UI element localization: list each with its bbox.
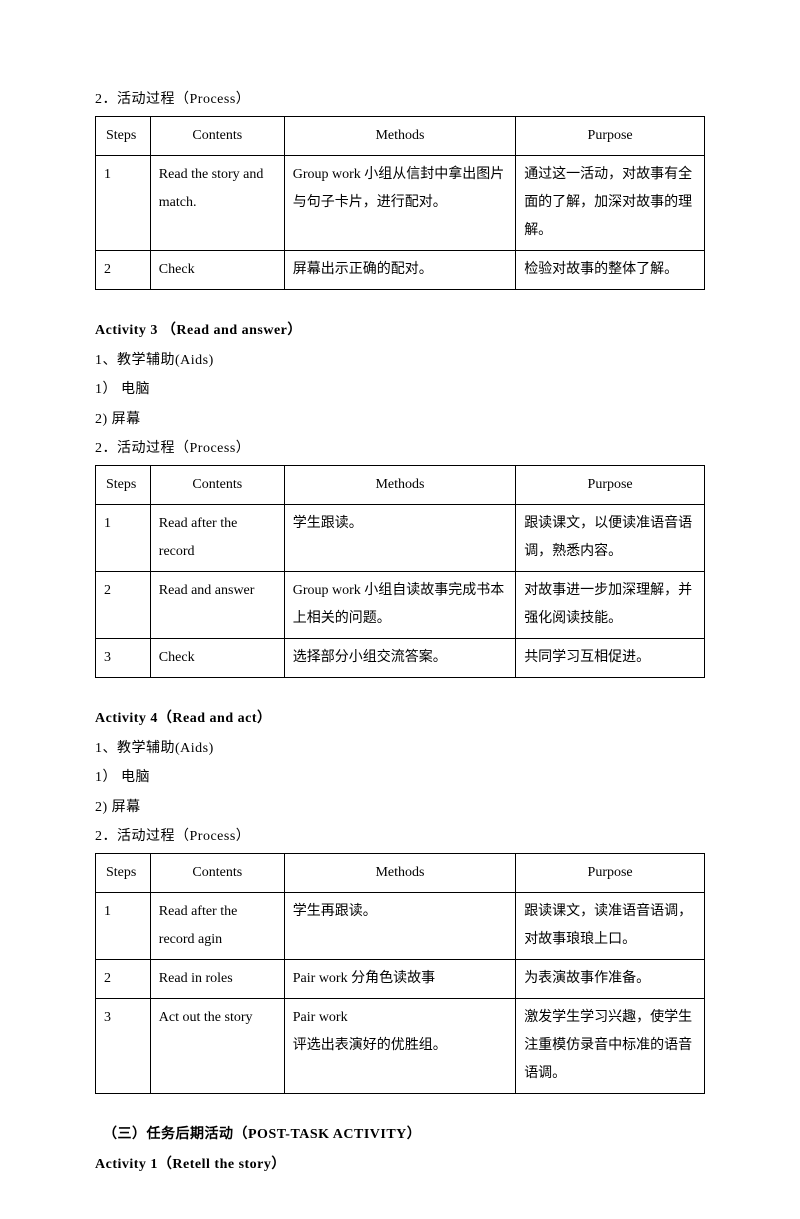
table-1: Steps Contents Methods Purpose 1 Read th… [95, 116, 705, 290]
table-row: 1 Read the story and match. Group work 小… [96, 156, 705, 251]
cell-method: 学生再跟读。 [284, 893, 515, 960]
cell-purpose: 跟读课文，读准语音语调，对故事琅琅上口。 [516, 893, 705, 960]
th-purpose: Purpose [516, 117, 705, 156]
activity4-aid2: 2) 屏幕 [95, 793, 705, 822]
cell-content: Read after the record [150, 505, 284, 572]
cell-purpose: 为表演故事作准备。 [516, 960, 705, 999]
th-methods: Methods [284, 854, 515, 893]
table-row: 2 Check 屏幕出示正确的配对。 检验对故事的整体了解。 [96, 251, 705, 290]
cell-step: 2 [96, 251, 151, 290]
cell-content: Read in roles [150, 960, 284, 999]
th-steps: Steps [96, 117, 151, 156]
cell-purpose: 跟读课文，以便读准语音语调，熟悉内容。 [516, 505, 705, 572]
table-row: 1 Read after the record 学生跟读。 跟读课文，以便读准语… [96, 505, 705, 572]
table-header-row: Steps Contents Methods Purpose [96, 117, 705, 156]
th-contents: Contents [150, 466, 284, 505]
table-header-row: Steps Contents Methods Purpose [96, 854, 705, 893]
cell-method: 学生跟读。 [284, 505, 515, 572]
table-3: Steps Contents Methods Purpose 1 Read af… [95, 853, 705, 1094]
cell-purpose: 共同学习互相促进。 [516, 639, 705, 678]
cell-step: 3 [96, 639, 151, 678]
cell-step: 1 [96, 505, 151, 572]
th-purpose: Purpose [516, 854, 705, 893]
cell-method: Group work 小组自读故事完成书本上相关的问题。 [284, 572, 515, 639]
cell-step: 3 [96, 999, 151, 1094]
activity4-title: Activity 4（Read and act） [95, 704, 705, 733]
th-methods: Methods [284, 466, 515, 505]
table-row: 3 Act out the story Pair work 评选出表演好的优胜组… [96, 999, 705, 1094]
cell-content: Read and answer [150, 572, 284, 639]
activity4-process-heading: 2．活动过程（Process） [95, 822, 705, 851]
cell-step: 1 [96, 156, 151, 251]
cell-content: Check [150, 251, 284, 290]
activity3-title: Activity 3 （Read and answer） [95, 316, 705, 345]
th-contents: Contents [150, 854, 284, 893]
cell-method: 选择部分小组交流答案。 [284, 639, 515, 678]
th-steps: Steps [96, 466, 151, 505]
table-row: 1 Read after the record agin 学生再跟读。 跟读课文… [96, 893, 705, 960]
cell-purpose: 通过这一活动，对故事有全面的了解，加深对故事的理解。 [516, 156, 705, 251]
cell-content: Read after the record agin [150, 893, 284, 960]
cell-content: Check [150, 639, 284, 678]
th-purpose: Purpose [516, 466, 705, 505]
cell-step: 1 [96, 893, 151, 960]
cell-method: 屏幕出示正确的配对。 [284, 251, 515, 290]
table-2: Steps Contents Methods Purpose 1 Read af… [95, 465, 705, 678]
table-header-row: Steps Contents Methods Purpose [96, 466, 705, 505]
activity4-aid1: 1） 电脑 [95, 763, 705, 792]
cell-purpose: 激发学生学习兴趣，使学生注重模仿录音中标准的语音语调。 [516, 999, 705, 1094]
activity3-process-heading: 2．活动过程（Process） [95, 434, 705, 463]
th-methods: Methods [284, 117, 515, 156]
section1-heading: 2．活动过程（Process） [95, 85, 705, 114]
cell-purpose: 对故事进一步加深理解，并强化阅读技能。 [516, 572, 705, 639]
cell-purpose: 检验对故事的整体了解。 [516, 251, 705, 290]
cell-content: Act out the story [150, 999, 284, 1094]
cell-method: Pair work 评选出表演好的优胜组。 [284, 999, 515, 1094]
cell-step: 2 [96, 960, 151, 999]
posttask-activity1: Activity 1（Retell the story） [95, 1150, 705, 1179]
table-row: 2 Read and answer Group work 小组自读故事完成书本上… [96, 572, 705, 639]
table-row: 3 Check 选择部分小组交流答案。 共同学习互相促进。 [96, 639, 705, 678]
activity3-aids-heading: 1、教学辅助(Aids) [95, 346, 705, 375]
th-steps: Steps [96, 854, 151, 893]
cell-method: Group work 小组从信封中拿出图片与句子卡片，进行配对。 [284, 156, 515, 251]
cell-step: 2 [96, 572, 151, 639]
table-row: 2 Read in roles Pair work 分角色读故事 为表演故事作准… [96, 960, 705, 999]
activity3-aid2: 2) 屏幕 [95, 405, 705, 434]
cell-method: Pair work 分角色读故事 [284, 960, 515, 999]
th-contents: Contents [150, 117, 284, 156]
activity3-aid1: 1） 电脑 [95, 375, 705, 404]
cell-content: Read the story and match. [150, 156, 284, 251]
activity4-aids-heading: 1、教学辅助(Aids) [95, 734, 705, 763]
posttask-title: （三）任务后期活动（POST-TASK ACTIVITY） [95, 1120, 705, 1149]
